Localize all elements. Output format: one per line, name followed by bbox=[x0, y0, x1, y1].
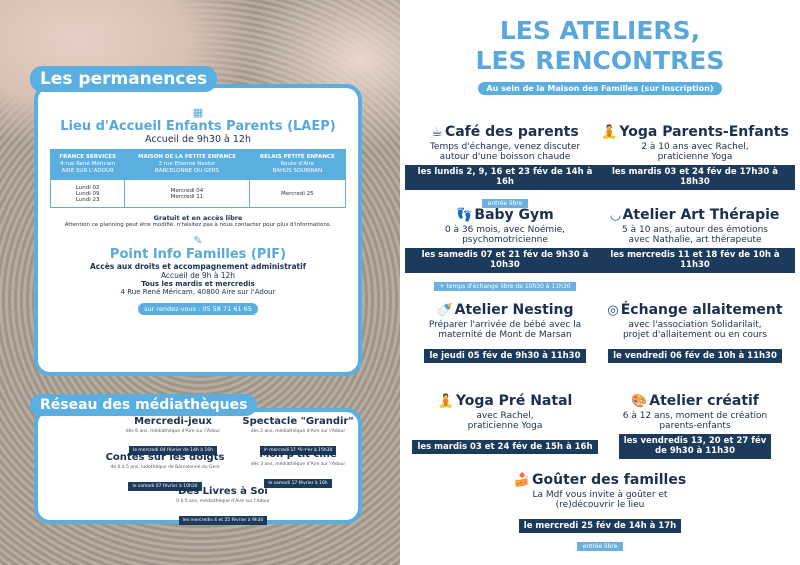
mediatheques-card: Mercredi-jeux dès 6 ans, médiathèque d'Ai… bbox=[34, 408, 362, 525]
baby-bottle-icon: 🍼 bbox=[436, 303, 453, 318]
media-item: Contes sur les doigts de 0 à 5 ans, ludot… bbox=[105, 452, 225, 491]
dates-cell: Mercredi 04 Mercredi 11 bbox=[124, 179, 250, 209]
atelier-cafe: ☕ Café des parents Temps d'échange, venez … bbox=[405, 124, 605, 209]
mediatheques-title: Réseau des médiathèques bbox=[30, 394, 258, 416]
pif-address: 4 Rue René Méricam, 40800 Aire sur l'Ado… bbox=[120, 288, 276, 297]
pif-contact-pill[interactable]: sur rendez-vous : 05 58 71 61 65 bbox=[138, 303, 258, 316]
atelier-creatif: 🎨 Atelier créatif 6 à 12 ans, moment de cr… bbox=[595, 393, 795, 459]
laep-title: Lieu d'Accueil Enfants Parents (LAEP) bbox=[60, 119, 336, 134]
atelier-yoga-prenatal: 🧘 Yoga Pré Natal avec Rachel, praticienne Y… bbox=[405, 393, 605, 455]
pif-title: Point Info Familles (PIF) bbox=[109, 247, 287, 263]
dates-cell: Lundi 02 Lundi 09 Lundi 23 bbox=[49, 179, 126, 209]
smile-icon: ◡ bbox=[610, 208, 621, 223]
laep-free: Gratuit et en accès libre bbox=[153, 214, 243, 223]
col-header: MAISON DE LA PETITE ENFANCE 3 rue Etienne… bbox=[124, 148, 250, 181]
atelier-baby-gym: 👣 Baby Gym 0 à 36 mois, avec Noémie, psycho… bbox=[405, 207, 605, 292]
media-item: Spectacle "Grandir" dès 2 ans, médiathèqu… bbox=[242, 416, 354, 455]
atelier-nesting: 🍼 Atelier Nesting Préparer l'arrivée de bé… bbox=[405, 302, 605, 364]
atelier-allaitement: ◎ Échange allaitement avec l'association S… bbox=[595, 302, 795, 364]
col-header: RELAIS PETITE ENFANCE Route d'Aire BAHUS S… bbox=[248, 148, 347, 181]
media-item: Des Livres à Soi 0 à 5 ans, médiathèque d… bbox=[176, 486, 270, 525]
coffee-cup-icon: ☕ bbox=[431, 125, 443, 140]
cake-icon: 🍰 bbox=[513, 473, 531, 488]
yoga-icon: 🧘 bbox=[601, 125, 618, 140]
building-icon: ▦ bbox=[192, 106, 204, 119]
atelier-yoga-parents: 🧘 Yoga Parents-Enfants 2 à 10 ans avec Rac… bbox=[595, 124, 795, 190]
breastfeeding-icon: ◎ bbox=[607, 303, 619, 318]
ateliers-subtitle-pill: Au sein de la Maison des Familles (sur i… bbox=[478, 82, 722, 95]
yoga-icon: 🧘 bbox=[437, 394, 454, 409]
atelier-art-therapie: ◡ Atelier Art Thérapie 5 à 10 ans, autour … bbox=[595, 207, 795, 273]
col-header: FRANCE SERVICES 4 rue René Méricam AIRE SU… bbox=[49, 148, 126, 181]
laep-schedule-table: FRANCE SERVICES 4 rue René Méricam AIRE SU… bbox=[49, 148, 347, 209]
permanences-card: ▦ Lieu d'Accueil Enfants Parents (LAEP) … bbox=[34, 84, 362, 376]
laep-hours: Accueil de 9h30 à 12h bbox=[145, 134, 251, 145]
atelier-gouter: 🍰 Goûter des familles La Mdf vous invite à… bbox=[513, 472, 687, 552]
baby-feet-icon: 👣 bbox=[456, 208, 473, 223]
paint-icon: 🎨 bbox=[631, 394, 648, 409]
dates-cell: Mercredi 25 bbox=[248, 179, 347, 209]
form-icon: ✎ bbox=[193, 234, 203, 248]
permanences-title: Les permanences bbox=[30, 66, 218, 92]
pif-subtitle: Accès aux droits et accompagnement admin… bbox=[90, 262, 306, 272]
ateliers-title-line2: LES RENCONTRES bbox=[475, 46, 725, 75]
pif-hours: Accueil de 9h à 12h bbox=[160, 271, 236, 281]
laep-note: Attention ce planning peut être modifié,… bbox=[64, 222, 332, 229]
media-item: Mon p'tit ciné dès 3 ans, médiathèque d'A… bbox=[250, 449, 346, 488]
baby-photo-background: ▦ Lieu d'Accueil Enfants Parents (LAEP) … bbox=[0, 0, 400, 565]
ateliers-header: LES ATELIERS, LES RENCONTRES Au sein de … bbox=[400, 16, 800, 95]
media-item: Mercredi-jeux dès 6 ans, médiathèque d'Ai… bbox=[125, 416, 221, 455]
ateliers-title-line1: LES ATELIERS, bbox=[499, 16, 701, 45]
pif-days: Tous les mardis et mercredis bbox=[141, 280, 255, 289]
